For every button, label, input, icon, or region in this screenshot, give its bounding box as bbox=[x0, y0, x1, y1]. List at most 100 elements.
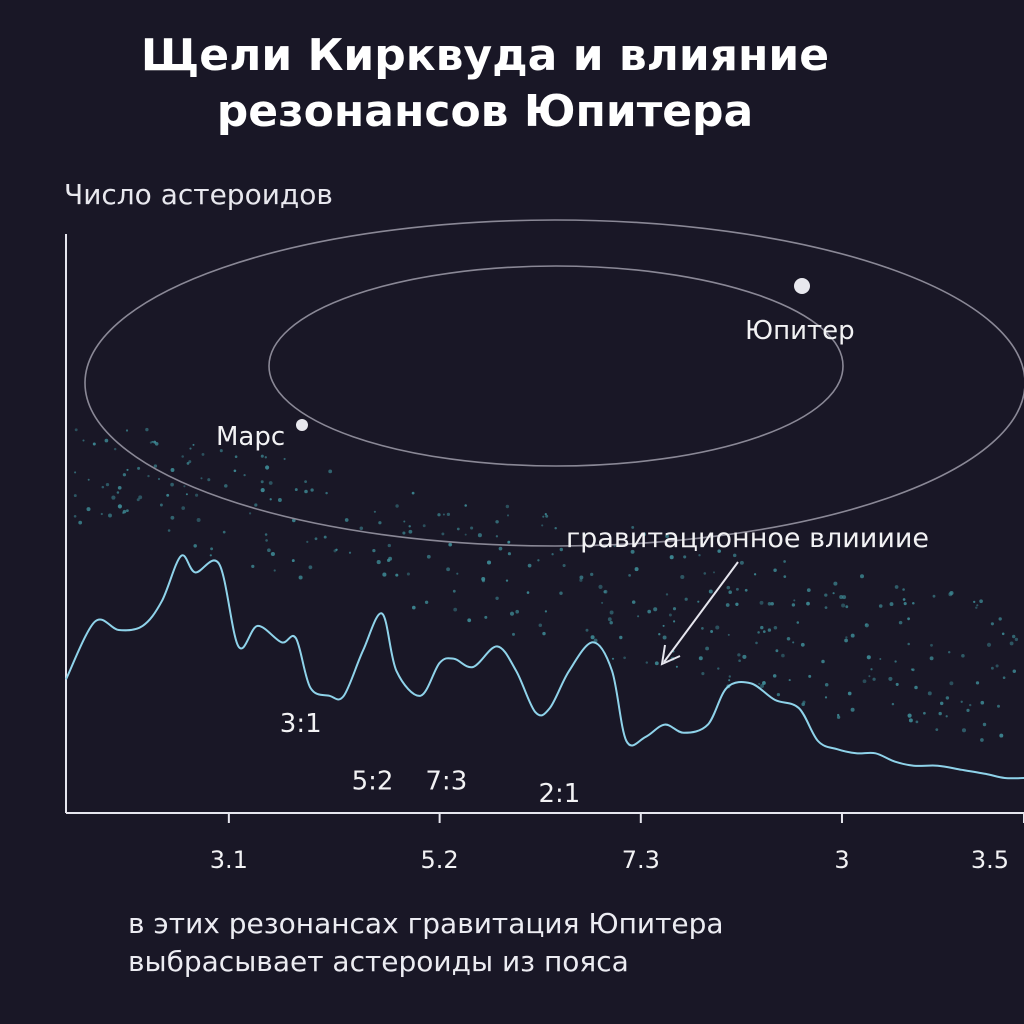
asteroid-dot bbox=[188, 460, 192, 464]
asteroid-dot bbox=[117, 485, 122, 490]
asteroid-dot bbox=[607, 617, 612, 622]
asteroid-dot bbox=[378, 521, 382, 525]
asteroid-dot bbox=[712, 571, 716, 574]
asteroid-dot bbox=[495, 535, 499, 538]
resonance-label: 5:2 bbox=[352, 766, 394, 796]
asteroid-dot bbox=[864, 623, 869, 628]
asteroid-dot bbox=[634, 567, 639, 572]
asteroid-dot bbox=[481, 577, 486, 581]
asteroid-dot bbox=[739, 560, 744, 565]
asteroid-dot bbox=[314, 537, 318, 541]
x-tick-label: 7.3 bbox=[622, 846, 660, 874]
asteroid-dot bbox=[542, 631, 546, 636]
asteroid-dot bbox=[507, 552, 511, 556]
asteroid-dot bbox=[376, 560, 381, 565]
asteroid-dot bbox=[862, 679, 867, 684]
asteroid-dot bbox=[170, 482, 174, 487]
asteroid-dot bbox=[264, 533, 268, 536]
asteroid-dot bbox=[665, 593, 669, 596]
asteroid-dot bbox=[801, 702, 805, 707]
asteroid-dot bbox=[683, 555, 687, 559]
asteroid-dot bbox=[800, 642, 805, 647]
asteroid-dot bbox=[1011, 634, 1016, 639]
asteroid-dot bbox=[541, 524, 544, 527]
asteroid-dot bbox=[442, 513, 445, 516]
asteroid-dot bbox=[1012, 669, 1017, 674]
asteroid-dot bbox=[344, 518, 349, 522]
jupiter-planet bbox=[794, 278, 810, 294]
asteroid-dot bbox=[92, 442, 96, 446]
asteroid-dot bbox=[411, 605, 416, 610]
asteroid-dot bbox=[786, 636, 791, 641]
asteroid-dot bbox=[200, 477, 203, 480]
asteroid-dot bbox=[515, 609, 519, 614]
asteroid-dot bbox=[265, 465, 270, 470]
asteroid-dot bbox=[889, 602, 894, 607]
asteroid-dot bbox=[234, 455, 238, 459]
asteroid-dot bbox=[609, 620, 613, 625]
asteroid-dot bbox=[372, 548, 376, 553]
asteroid-dot bbox=[387, 543, 391, 548]
asteroid-dot bbox=[151, 440, 154, 443]
asteroid-dot bbox=[590, 572, 594, 577]
asteroid-dot bbox=[619, 635, 623, 640]
resonance-label: 7:3 bbox=[425, 766, 467, 796]
asteroid-dot bbox=[783, 575, 787, 578]
asteroid-dot bbox=[254, 503, 258, 507]
x-tick-label: 3.5 bbox=[971, 846, 1009, 874]
asteroid-count-curve bbox=[65, 554, 1024, 780]
asteroid-dot bbox=[773, 626, 778, 630]
asteroid-dot bbox=[845, 636, 848, 639]
asteroid-dot bbox=[824, 683, 829, 687]
asteroid-dot bbox=[325, 491, 328, 495]
asteroid-dot bbox=[662, 624, 665, 627]
asteroid-dot bbox=[294, 488, 298, 492]
asteroid-dot bbox=[776, 692, 781, 697]
asteroid-dot bbox=[170, 468, 175, 472]
asteroid-dot bbox=[669, 555, 674, 560]
asteroid-dot bbox=[697, 600, 700, 603]
asteroid-dot bbox=[403, 520, 406, 523]
asteroid-dot bbox=[386, 558, 391, 563]
asteroid-dot bbox=[703, 572, 707, 575]
asteroid-dot bbox=[527, 563, 532, 568]
asteroid-dot bbox=[806, 588, 811, 592]
asteroid-dot bbox=[969, 703, 972, 707]
chart-title: Щели Кирквуда и влияние резонансов Юпите… bbox=[0, 28, 970, 140]
asteroid-dot bbox=[783, 560, 786, 563]
asteroid-dot bbox=[126, 468, 129, 471]
resonance-label: 2:1 bbox=[538, 779, 580, 809]
asteroid-dot bbox=[542, 515, 545, 518]
asteroid-dot bbox=[762, 630, 766, 633]
asteroid-dot bbox=[976, 604, 979, 607]
asteroid-dot bbox=[186, 462, 190, 465]
asteroid-dot bbox=[495, 520, 499, 524]
asteroid-dot bbox=[839, 594, 844, 600]
asteroid-dot bbox=[395, 504, 399, 508]
asteroid-dot bbox=[912, 602, 915, 605]
asteroid-dot bbox=[902, 588, 905, 591]
asteroid-dot bbox=[973, 600, 976, 604]
asteroid-dot bbox=[698, 656, 703, 661]
asteroid-dot bbox=[895, 682, 899, 686]
asteroid-dot bbox=[189, 447, 192, 450]
asteroid-dot bbox=[907, 713, 912, 718]
asteroid-dot bbox=[484, 615, 488, 619]
annotation-arrow-head bbox=[660, 644, 681, 666]
asteroid-dot bbox=[86, 507, 91, 512]
asteroid-dot bbox=[411, 491, 415, 495]
asteroid-dot bbox=[645, 661, 649, 664]
asteroid-dot bbox=[526, 591, 530, 594]
asteroid-dot bbox=[426, 554, 431, 559]
asteroid-dot bbox=[260, 488, 265, 493]
asteroid-dot bbox=[157, 477, 161, 481]
asteroid-dot bbox=[101, 485, 105, 489]
asteroid-dot bbox=[306, 540, 309, 544]
asteroid-dot bbox=[108, 513, 112, 518]
asteroid-dot bbox=[373, 510, 376, 513]
asteroid-dot bbox=[1014, 637, 1019, 642]
asteroid-dot bbox=[979, 599, 983, 604]
asteroid-dot bbox=[145, 427, 149, 432]
asteroid-dot bbox=[908, 718, 913, 723]
asteroid-dot bbox=[601, 601, 604, 604]
